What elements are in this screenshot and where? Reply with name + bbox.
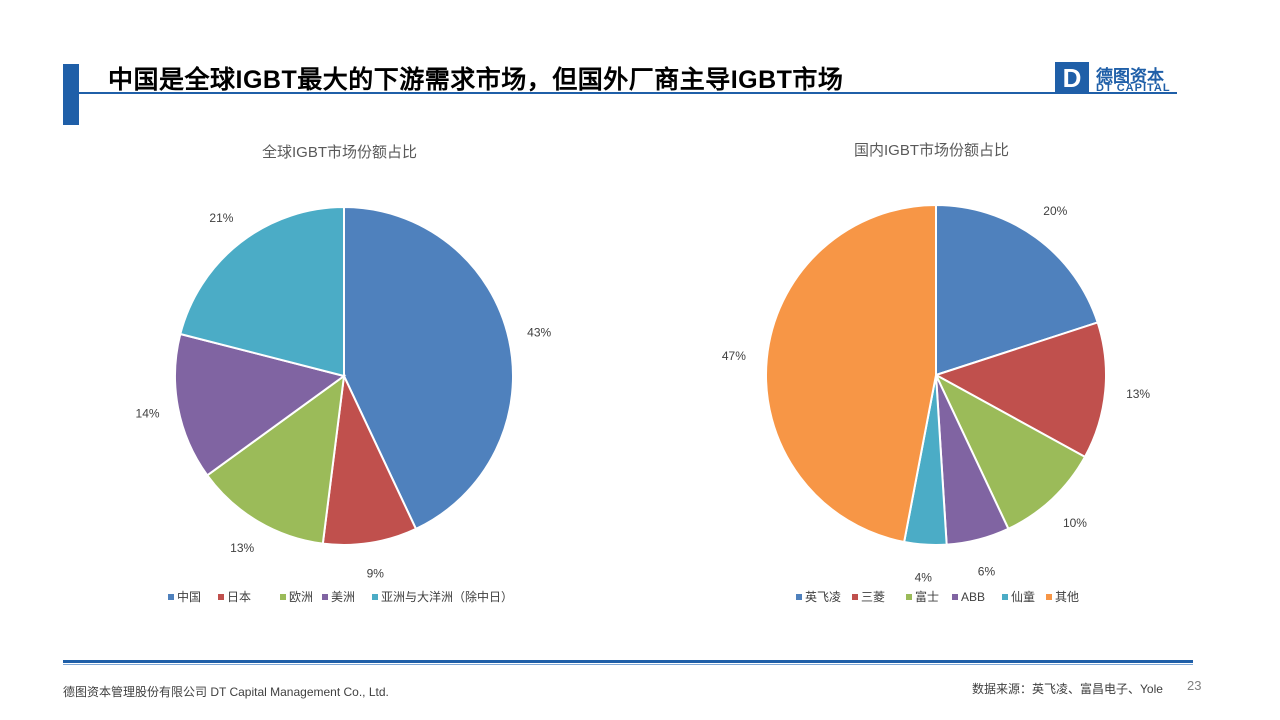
pie-slice-0-4 xyxy=(179,205,345,378)
page-number: 23 xyxy=(1187,678,1202,693)
legend-label-0-3: 美洲 xyxy=(331,590,355,604)
logo-name-cn: 德图资本 xyxy=(1096,67,1164,86)
logo-name-en: DT CAPITAL xyxy=(1096,82,1171,94)
title-accent-bar xyxy=(63,64,79,125)
pie-slice-1-2 xyxy=(933,372,1087,531)
legend-label-1-0: 英飞凌 xyxy=(805,590,841,604)
data-label-1-0: 20% xyxy=(1043,204,1067,218)
legend-swatch-0-0 xyxy=(168,594,174,600)
data-label-1-1: 13% xyxy=(1126,387,1150,401)
legend-swatch-1-2 xyxy=(906,594,912,600)
legend-swatch-0-3 xyxy=(322,594,328,600)
data-label-0-0: 43% xyxy=(527,325,551,339)
logo-mark: D xyxy=(1055,62,1089,94)
page-title: 中国是全球IGBT最大的下游需求市场，但国外厂商主导IGBT市场 xyxy=(108,66,844,94)
legend-swatch-1-0 xyxy=(796,594,802,600)
footer-divider xyxy=(63,660,1193,663)
legend-swatch-1-4 xyxy=(1002,594,1008,600)
data-label-1-3: 6% xyxy=(978,565,996,579)
legend-label-0-0: 中国 xyxy=(177,589,201,604)
data-label-0-3: 14% xyxy=(136,406,160,420)
legend-label-0-2: 欧洲 xyxy=(289,590,313,604)
title-underline xyxy=(79,92,1177,94)
legend-swatch-1-3 xyxy=(952,594,958,600)
pie-slice-1-5 xyxy=(764,203,937,544)
legend-label-0-1: 日本 xyxy=(227,590,251,604)
pie-slice-0-0 xyxy=(343,205,515,531)
company-logo: D 德图资本 DT CAPITAL xyxy=(1055,62,1183,96)
legend-label-0-4: 亚洲与大洋洲（除中日） xyxy=(381,589,513,604)
legend-label-1-4: 仙童 xyxy=(1011,589,1035,604)
pie-slice-0-3 xyxy=(174,332,347,477)
legend-swatch-0-1 xyxy=(218,594,224,600)
legend-label-1-3: ABB xyxy=(961,590,985,604)
data-label-1-2: 10% xyxy=(1063,516,1087,530)
pie-slice-1-1 xyxy=(933,321,1107,459)
data-label-0-4: 21% xyxy=(209,211,233,225)
legend-label-1-5: 其他 xyxy=(1055,590,1079,604)
pie-chart-global: 43% 9% 13% 14% 21% 中国 日本 欧洲 美洲 亚洲与大洋洲（除中日） xyxy=(136,205,552,604)
data-label-1-5: 47% xyxy=(722,349,746,363)
legend-label-1-2: 富士 xyxy=(915,589,939,604)
data-label-0-1: 9% xyxy=(367,567,385,581)
chart-title-domestic: 国内IGBT市场份额占比 xyxy=(854,142,1010,159)
footer-company: 德图资本管理股份有限公司 DT Capital Management Co., … xyxy=(63,685,389,699)
pie-slice-1-0 xyxy=(935,203,1099,377)
pie-slice-0-1 xyxy=(321,372,418,546)
legend-swatch-0-2 xyxy=(280,594,286,600)
data-label-1-4: 4% xyxy=(915,571,933,585)
footer-source: 数据来源：英飞凌、富昌电子、Yole xyxy=(972,682,1163,696)
footer-divider-thin xyxy=(63,664,1193,665)
chart-title-global: 全球IGBT市场份额占比 xyxy=(262,144,418,161)
data-label-0-2: 13% xyxy=(230,541,254,555)
legend-swatch-1-1 xyxy=(852,594,858,600)
pie-slice-0-2 xyxy=(205,373,346,545)
legend-swatch-1-5 xyxy=(1046,594,1052,600)
pie-chart-domestic: 20% 13% 10% 6% 4% 47% 英飞凌 三菱 富士 ABB 仙童 其他 xyxy=(722,203,1151,604)
legend-label-1-1: 三菱 xyxy=(861,590,885,604)
legend-swatch-0-4 xyxy=(372,594,378,600)
